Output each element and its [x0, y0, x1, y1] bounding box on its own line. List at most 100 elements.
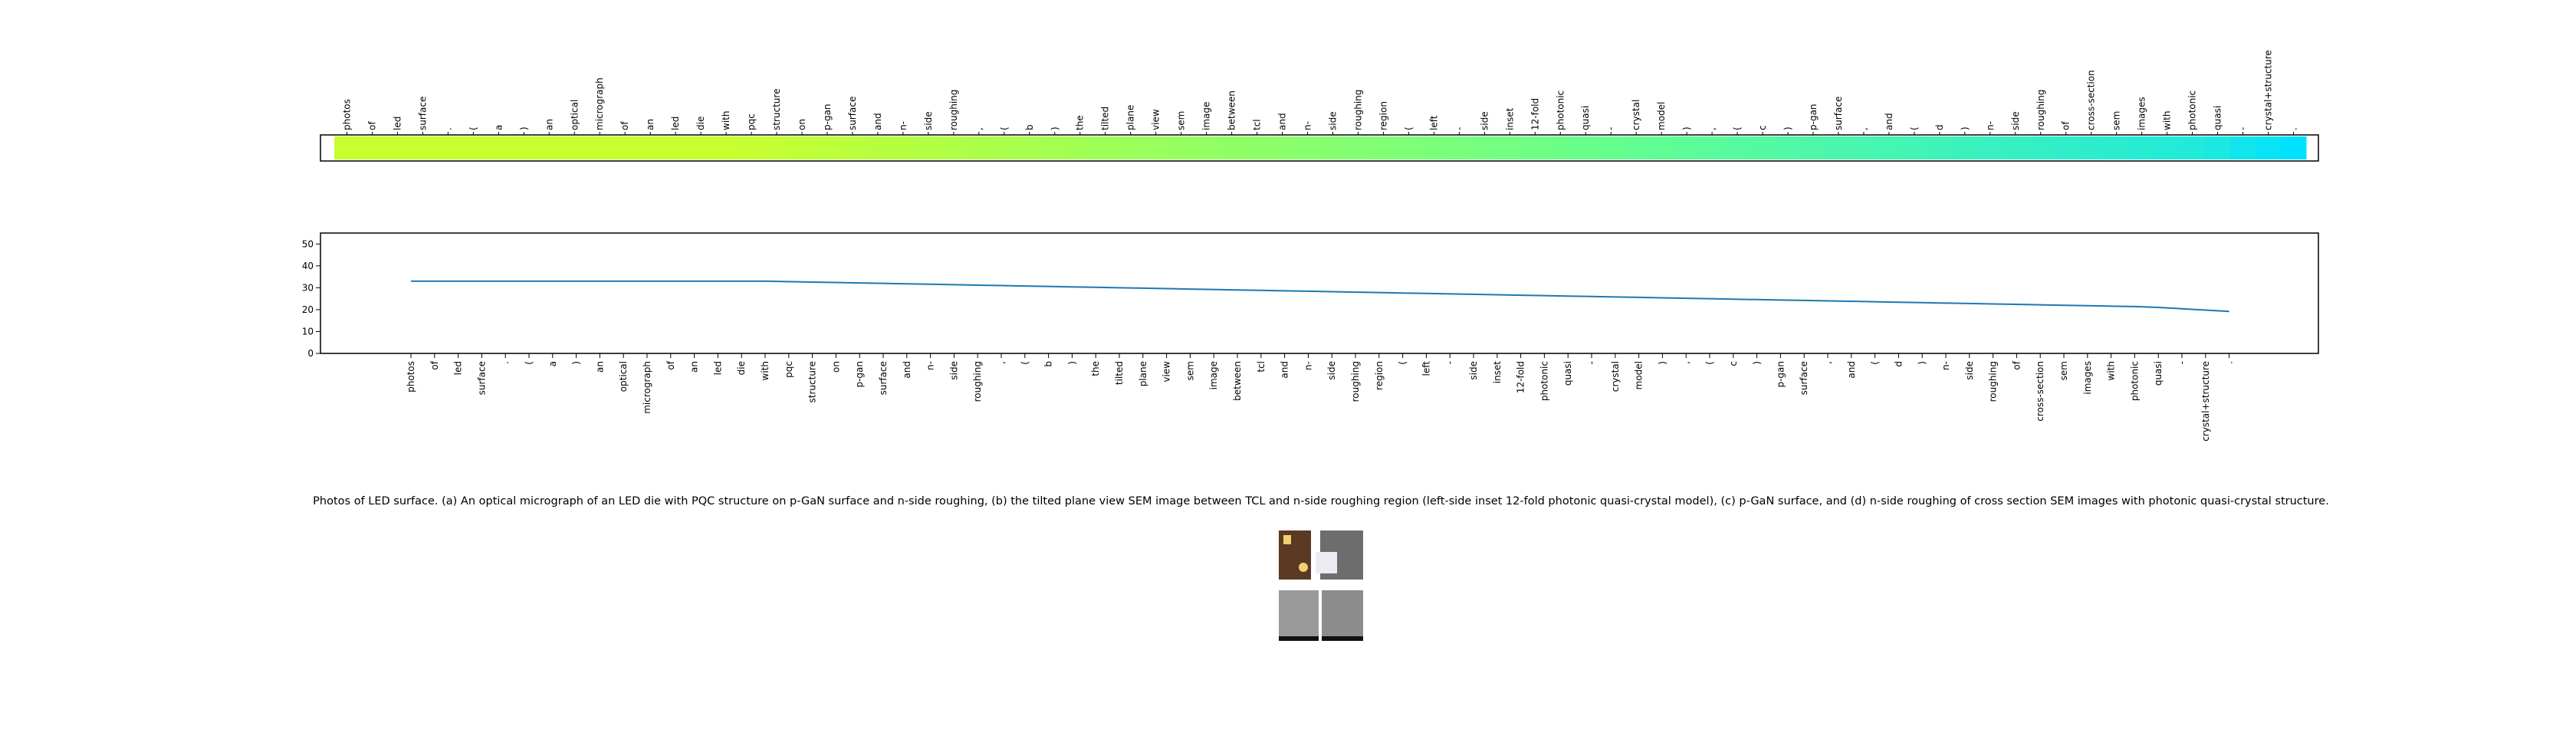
token-label: ) — [1681, 126, 1692, 130]
y-tick-label: 10 — [302, 326, 314, 337]
token-label: crystal — [1631, 100, 1641, 130]
x-tick-label: d — [1893, 361, 1904, 367]
heat-cell — [1547, 136, 1574, 159]
heat-cell — [688, 136, 715, 159]
token-label: on — [797, 119, 807, 130]
heat-cell — [1952, 136, 1978, 159]
x-tick-label: images — [2082, 361, 2093, 395]
image-b-inset — [1316, 552, 1337, 573]
x-tick-label: photonic — [2129, 361, 2140, 401]
heat-cell — [1522, 136, 1549, 159]
heat-cell — [1851, 136, 1877, 159]
token-label: b — [1024, 124, 1035, 130]
x-tick-label: quasi — [1562, 361, 1573, 386]
heat-cell — [789, 136, 816, 159]
token-label: plane — [1125, 105, 1136, 130]
heat-cell — [1345, 136, 1372, 159]
x-tick-label: n- — [1940, 361, 1951, 370]
token-label: c — [1757, 125, 1768, 130]
heat-cell — [2205, 136, 2231, 159]
x-tick-label: sem — [2058, 361, 2069, 380]
x-tick-label: . — [2224, 361, 2235, 364]
token-label: between — [1227, 90, 1237, 130]
token-label: n- — [1303, 121, 1313, 130]
x-tick-label: view — [1162, 361, 1172, 383]
x-tick-label: optical — [618, 361, 629, 392]
token-label: - — [1605, 127, 1616, 130]
heat-cell — [2003, 136, 2029, 159]
heat-cell — [1471, 136, 1498, 159]
x-tick-label: tcl — [1256, 361, 1267, 373]
heat-cell — [1370, 136, 1397, 159]
x-tick-label: inset — [1492, 361, 1503, 384]
heat-cell — [586, 136, 613, 159]
token-label: photos — [341, 99, 352, 130]
heat-cell — [2104, 136, 2130, 159]
token-label: ( — [468, 126, 478, 130]
token-label: - — [2238, 127, 2249, 130]
heat-cell — [2180, 136, 2206, 159]
heat-cell — [1194, 136, 1220, 159]
x-tick-label: n- — [1303, 361, 1313, 370]
x-tick-label: an — [594, 361, 605, 373]
token-label: model — [1656, 102, 1667, 130]
heat-cell — [1295, 136, 1321, 159]
x-tick-label: die — [736, 361, 747, 375]
x-tick-label: ) — [1752, 361, 1763, 365]
token-label: of — [2061, 121, 2072, 130]
token-label: tcl — [1252, 119, 1263, 130]
x-tick-label: p-gan — [854, 361, 865, 388]
token-label: - — [1454, 127, 1464, 130]
token-label: ( — [1732, 126, 1743, 130]
token-label: led — [670, 117, 681, 130]
token-label: , — [974, 127, 984, 130]
x-tick-label: ( — [1704, 361, 1715, 365]
token-label: the — [1075, 115, 1086, 130]
heat-cell — [1699, 136, 1726, 159]
token-label: , — [1707, 127, 1717, 130]
y-tick-label: 40 — [302, 261, 314, 271]
x-tick-label: region — [1374, 361, 1385, 390]
x-tick-label: - — [1586, 361, 1597, 364]
heat-cell — [1421, 136, 1447, 159]
token-label: photonic — [1555, 90, 1566, 130]
x-tick-label: led — [453, 361, 464, 375]
figure-thumbnails — [1279, 530, 1363, 641]
y-tick-label: 30 — [302, 282, 314, 293]
heat-cell — [1598, 136, 1625, 159]
heat-cell — [1118, 136, 1144, 159]
heat-cell — [1674, 136, 1700, 159]
x-tick-label: model — [1634, 361, 1644, 389]
x-tick-label: surface — [878, 361, 889, 395]
token-label: n- — [898, 121, 909, 130]
token-label: , — [1858, 127, 1869, 130]
heat-cell — [485, 136, 512, 159]
heat-cell — [334, 136, 360, 159]
token-label: led — [392, 117, 402, 130]
x-tick-label: on — [830, 361, 841, 373]
heat-cell — [941, 136, 967, 159]
token-label: micrograph — [594, 77, 605, 130]
x-tick-label: with — [760, 361, 770, 380]
x-tick-label: c — [1728, 361, 1739, 366]
line — [411, 280, 2229, 313]
token-label: of — [366, 121, 377, 130]
heat-cell — [536, 136, 563, 159]
x-tick-label: crystal+structure — [2200, 361, 2211, 442]
token-label: roughing — [948, 90, 959, 130]
heat-cell — [2053, 136, 2079, 159]
heat-cell — [1168, 136, 1194, 159]
heat-cell — [713, 136, 740, 159]
x-tick-label: pqc — [784, 361, 794, 378]
heat-cell — [561, 136, 588, 159]
token-label: quasi — [2213, 106, 2223, 130]
heat-cell — [612, 136, 639, 159]
token-label: surface — [1833, 97, 1844, 130]
y-tick-label: 20 — [302, 304, 314, 315]
token-label: sem — [2111, 111, 2122, 130]
x-tick-label: roughing — [1350, 361, 1361, 402]
token-label: . — [442, 127, 453, 130]
token-label: crystal+structure — [2263, 50, 2274, 130]
heat-cell — [1825, 136, 1852, 159]
